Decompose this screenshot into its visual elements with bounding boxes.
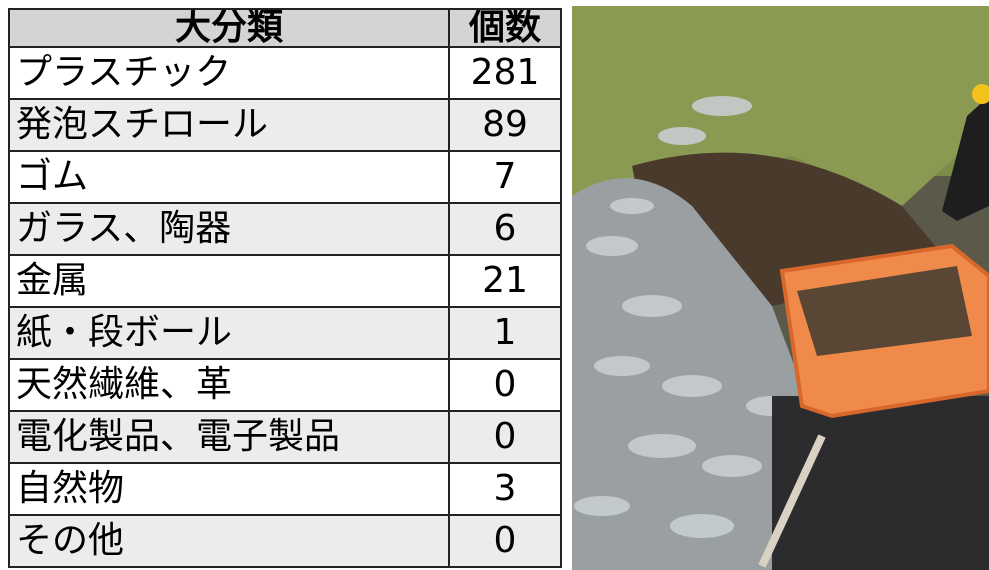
header-row: 大分類 個数 — [9, 9, 561, 47]
count-cell: 3 — [449, 463, 561, 515]
category-cell: プラスチック — [9, 47, 449, 99]
category-cell: ゴム — [9, 151, 449, 203]
litter-photo — [572, 6, 989, 570]
header-count: 個数 — [449, 9, 561, 47]
count-cell: 0 — [449, 359, 561, 411]
category-cell: 発泡スチロール — [9, 99, 449, 151]
count-cell: 0 — [449, 411, 561, 463]
category-cell: 天然繊維、革 — [9, 359, 449, 411]
category-cell: その他 — [9, 515, 449, 567]
category-cell: 紙・段ボール — [9, 307, 449, 359]
category-cell: 金属 — [9, 255, 449, 307]
count-cell: 89 — [449, 99, 561, 151]
category-cell: 自然物 — [9, 463, 449, 515]
count-cell: 6 — [449, 203, 561, 255]
screenshot: 大分類 個数 プラスチック281発泡スチロール89ゴム7ガラス、陶器6金属21紙… — [0, 0, 989, 570]
count-cell: 7 — [449, 151, 561, 203]
count-cell: 21 — [449, 255, 561, 307]
category-cell: 電化製品、電子製品 — [9, 411, 449, 463]
header-category: 大分類 — [9, 9, 449, 47]
count-cell: 0 — [449, 515, 561, 567]
count-cell: 281 — [449, 47, 561, 99]
category-cell: ガラス、陶器 — [9, 203, 449, 255]
count-cell: 1 — [449, 307, 561, 359]
